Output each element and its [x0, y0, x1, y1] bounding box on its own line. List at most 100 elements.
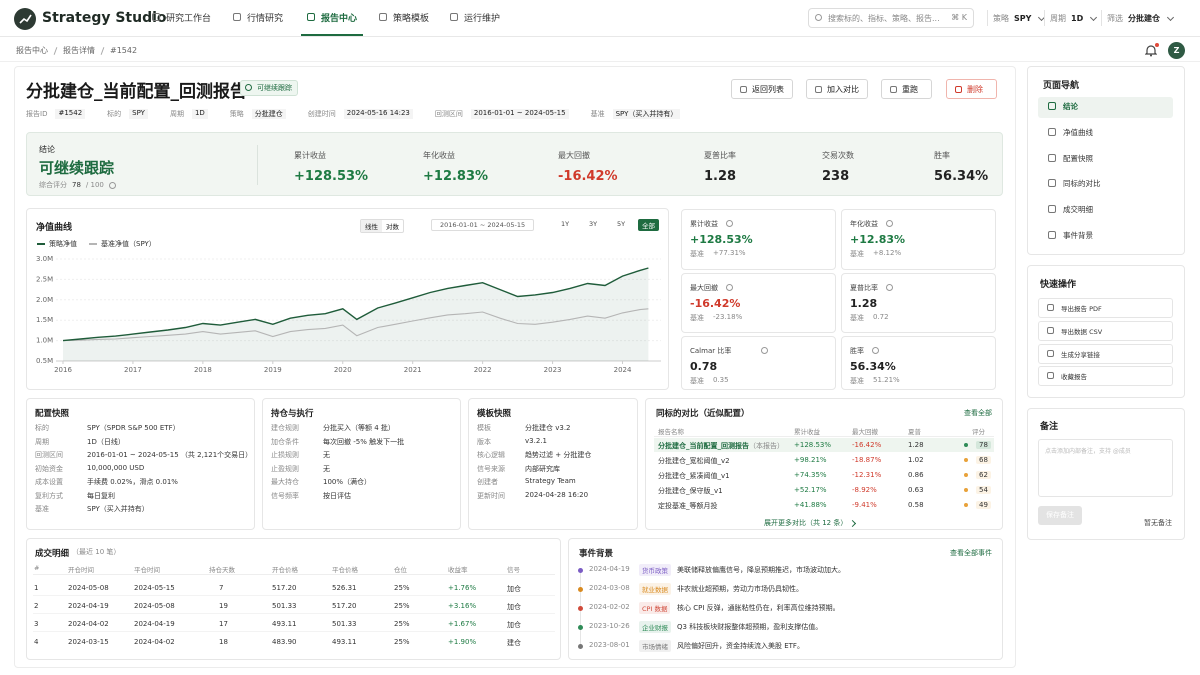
- y-tick-label: 1.5M: [36, 316, 53, 324]
- button-icon: [815, 85, 822, 93]
- legend-label: 基准净值（SPY）: [101, 239, 156, 248]
- nav-item[interactable]: 策略模板: [393, 14, 430, 24]
- panel-title: 模板快照: [477, 409, 512, 419]
- action-button[interactable]: 加入对比: [806, 79, 868, 99]
- quick-action[interactable]: 收藏报告: [1038, 366, 1173, 387]
- page-nav-item[interactable]: 结论: [1063, 102, 1078, 111]
- table-cell: 0.86: [908, 471, 924, 479]
- page-nav-item[interactable]: 配置快照: [1063, 153, 1093, 163]
- search-box[interactable]: 搜索标的、指标、策略、报告... ⌘ K: [808, 8, 974, 28]
- table-cell: 加仓: [507, 603, 521, 611]
- avatar[interactable]: Z: [1168, 42, 1185, 59]
- snapshot-label: 加仓条件: [271, 437, 299, 446]
- period-button[interactable]: 5Y: [617, 220, 626, 228]
- action-icon: [1047, 349, 1054, 357]
- snapshot-value: 趋势过滤 + 分批建仓: [525, 451, 592, 459]
- chevron: [1090, 13, 1098, 22]
- scale-option[interactable]: 对数: [386, 223, 399, 231]
- panel-link[interactable]: 查看全部: [964, 409, 992, 417]
- bell[interactable]: [1144, 44, 1158, 59]
- score-dot: [964, 458, 968, 462]
- page-nav-item[interactable]: 事件背景: [1063, 231, 1093, 240]
- period-button[interactable]: 全部: [638, 219, 659, 231]
- date-range[interactable]: 2016-01-01 ~ 2024-05-15: [431, 219, 535, 231]
- logo-mark: [19, 14, 32, 24]
- snapshot-value: 10,000,000 USD: [87, 463, 145, 472]
- page-nav-item[interactable]: 净值曲线: [1063, 127, 1093, 137]
- panel-title: 事件背景: [579, 549, 614, 559]
- table-header: 信号: [507, 566, 520, 574]
- nav-item[interactable]: 报告中心: [321, 14, 358, 24]
- page-nav-item[interactable]: 同标的对比: [1063, 179, 1101, 189]
- meta-item: 回测区间 2016-01-01 ~ 2024-05-15: [435, 109, 569, 119]
- panel-title: 同标的对比（近似配置）: [656, 409, 750, 419]
- panel-link[interactable]: 查看全部事件: [950, 549, 992, 557]
- table-cell: 7: [219, 584, 224, 592]
- action-button[interactable]: 返回列表: [731, 79, 793, 99]
- metric-label: Calmar 比率: [690, 347, 732, 355]
- table-cell: 0.58: [908, 501, 924, 509]
- nav-item[interactable]: 研究工作台: [166, 14, 212, 24]
- row-border: [33, 613, 555, 614]
- quick-action[interactable]: 导出报告 PDF: [1038, 298, 1173, 318]
- filter[interactable]: 筛选 分批建仓: [1107, 13, 1175, 24]
- metric-value: +12.83%: [850, 233, 906, 246]
- table-cell: +128.53%: [794, 441, 832, 449]
- score-dot: [964, 503, 968, 507]
- nav-item[interactable]: 行情研究: [247, 14, 284, 24]
- table-cell: 定投基准_等额月投: [658, 502, 718, 510]
- timeline-dot: [578, 625, 583, 630]
- snapshot-value: v3.2.1: [525, 436, 547, 445]
- bench-label: 基准: [850, 250, 864, 258]
- x-tick-label: 2020: [334, 366, 352, 374]
- save-button[interactable]: 保存备注: [1038, 506, 1082, 525]
- x-tick-label: 2021: [404, 366, 422, 374]
- summary-metric-value: +128.53%: [294, 169, 369, 184]
- snapshot-label: 成本设置: [35, 478, 63, 486]
- scale-option[interactable]: 线性: [361, 220, 382, 232]
- table-header: #: [34, 564, 40, 572]
- nav-icon: [379, 13, 387, 21]
- badge-icon: [245, 84, 252, 91]
- x-tick-label: 2016: [54, 366, 72, 374]
- bench-label: 基准: [850, 377, 864, 385]
- table-cell: 0.63: [908, 486, 924, 494]
- snapshot-value: SPY（买入并持有）: [87, 505, 149, 513]
- y-tick-label: 2.5M: [36, 275, 53, 283]
- row-border: [33, 595, 555, 596]
- breadcrumb-item[interactable]: 报告中心: [16, 46, 48, 55]
- event-text: 核心 CPI 反弹，通胀粘性仍在，利率高位维持预期。: [677, 604, 840, 612]
- meta-label: 报告ID: [26, 110, 48, 118]
- filter[interactable]: 周期 1D: [1050, 13, 1098, 24]
- quick-action[interactable]: 生成分享链接: [1038, 343, 1173, 364]
- table-cell: 建仓: [507, 639, 521, 647]
- area: [62, 268, 649, 361]
- nav-item[interactable]: 运行维护: [464, 14, 501, 24]
- table-cell: -9.41%: [852, 501, 877, 509]
- panel-title: 快速操作: [1040, 280, 1077, 290]
- bench-value: 0.72: [873, 313, 889, 321]
- metric-label: 累计收益: [690, 220, 718, 228]
- legend-label: 策略净值: [49, 239, 77, 248]
- quick-action[interactable]: 导出数据 CSV: [1038, 320, 1173, 341]
- breadcrumb-sep: [53, 46, 58, 55]
- breadcrumb-item[interactable]: 报告详情: [63, 46, 95, 55]
- page-nav-item[interactable]: 成交明细: [1063, 205, 1093, 215]
- logo: [14, 8, 36, 30]
- expand-link[interactable]: 展开更多对比（共 12 条）: [764, 518, 857, 528]
- table-header: 最大回撤: [852, 428, 878, 436]
- action-button[interactable]: 删除: [946, 79, 997, 99]
- snapshot-value: Strategy Team: [525, 477, 576, 485]
- snapshot-label: 止盈规则: [271, 464, 299, 473]
- meta-item: 策略 分批建仓: [230, 109, 286, 119]
- y-tick-label: 2.0M: [36, 296, 53, 304]
- notes-input[interactable]: 点击添加内部备注，支持 @成员: [1038, 439, 1173, 497]
- info-icon: [761, 347, 768, 354]
- filter-label: 筛选: [1107, 14, 1123, 23]
- period-button[interactable]: 1Y: [561, 220, 570, 228]
- snapshot-label: 初始资金: [35, 464, 63, 473]
- action-button[interactable]: 重跑: [881, 79, 932, 99]
- snapshot-label: 回测区间: [35, 451, 63, 459]
- period-button[interactable]: 3Y: [589, 220, 598, 228]
- filter[interactable]: 策略 SPY: [993, 13, 1046, 24]
